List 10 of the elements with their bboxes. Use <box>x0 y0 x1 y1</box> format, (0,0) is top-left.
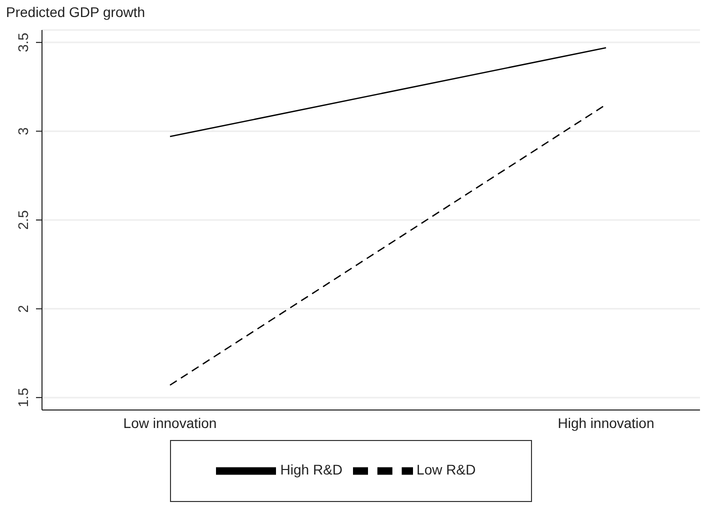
legend-label: High R&D <box>280 462 343 478</box>
y-tick-label: 2.5 <box>15 210 31 230</box>
x-tick-label: Low innovation <box>123 414 217 431</box>
y-axis-title: Predicted GDP growth <box>5 3 146 22</box>
y-tick-label: 1.5 <box>15 388 31 408</box>
x-tick-label: High innovation <box>558 414 654 431</box>
y-tick-label: 3.5 <box>15 32 31 52</box>
legend-label: Low R&D <box>416 462 476 478</box>
y-tick-label: 3 <box>15 127 31 136</box>
y-tick-label: 2 <box>15 304 31 313</box>
